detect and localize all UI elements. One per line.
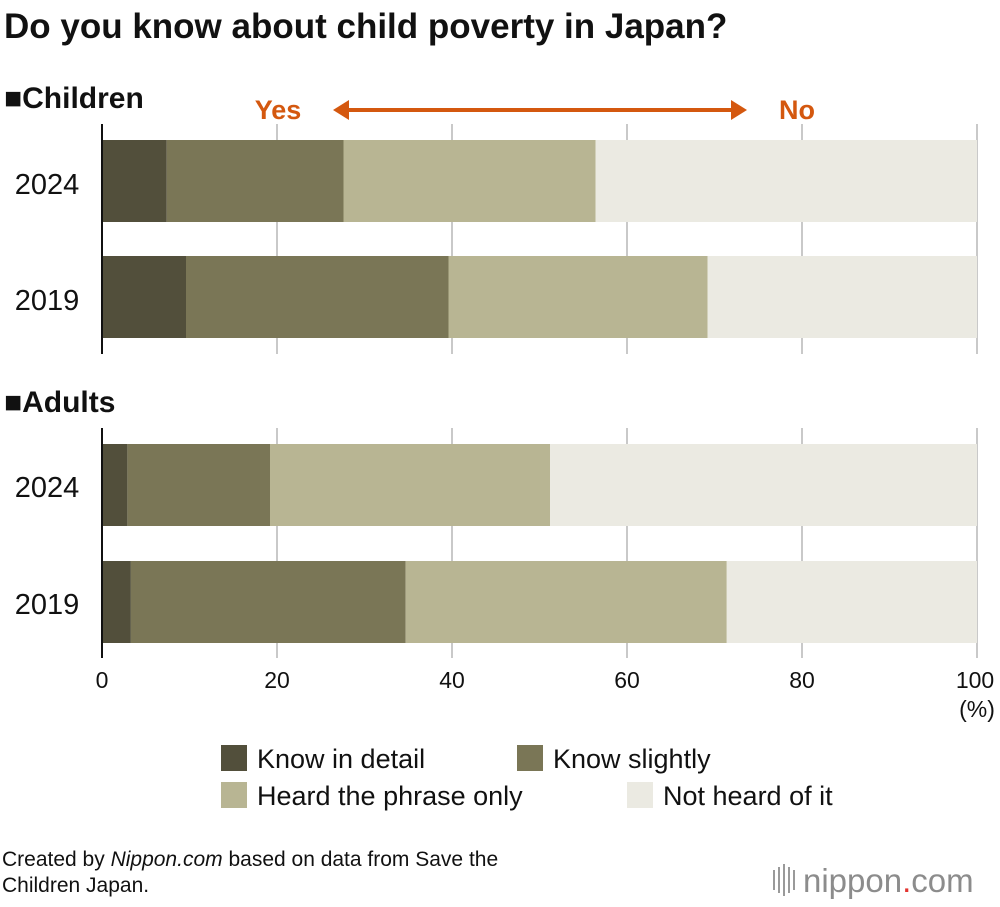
bar-children-2024-know-slightly (166, 140, 344, 222)
legend-swatch-heard-phrase-only (221, 782, 247, 808)
bar-children-2019-know-slightly (186, 256, 449, 338)
bar-children-2024-heard-the-phrase-only (343, 140, 596, 222)
source-credit-line2: Children Japan. (2, 874, 149, 897)
x-tick-label-20: 20 (264, 667, 290, 693)
bar-adults-2019-heard-the-phrase-only (405, 561, 727, 643)
annotation-no: No (779, 95, 815, 125)
x-tick-label-100: 100 (956, 667, 994, 693)
category-label-adults-2019: 2019 (15, 589, 80, 621)
x-tick-label-80: 80 (789, 667, 815, 693)
source-credit-suffix: based on data from Save the (223, 848, 499, 871)
legend-label-know-in-detail: Know in detail (257, 744, 425, 774)
bar-children-2019-heard-the-phrase-only (448, 256, 708, 338)
x-axis-unit-label: (%) (959, 696, 995, 722)
logo-text: nippon.com (803, 862, 974, 899)
logo-com: com (911, 862, 973, 899)
legend-swatch-not-heard (627, 782, 653, 808)
bars (102, 140, 977, 643)
logo-dot: . (902, 862, 911, 899)
source-credit-line1: Created by Nippon.com based on data from… (2, 848, 498, 871)
category-label-adults-2024: 2024 (15, 472, 80, 504)
annotation-yes: Yes (255, 95, 302, 125)
bar-adults-2024-know-slightly (127, 444, 270, 526)
chart-title: Do you know about child poverty in Japan… (4, 7, 727, 46)
annotation-arrow-left-head (333, 100, 349, 120)
logo-word: nippon (803, 862, 902, 899)
legend-label-not-heard: Not heard of it (663, 781, 833, 811)
legend-label-know-slightly: Know slightly (553, 744, 711, 774)
legend: Know in detail Know slightly Heard the p… (221, 744, 833, 811)
bar-adults-2019-know-slightly (130, 561, 406, 643)
yes-no-annotation: Yes No (255, 95, 815, 125)
group-title-children: ■Children (4, 82, 144, 115)
x-tick-label-60: 60 (614, 667, 640, 693)
source-credit-prefix: Created by (2, 848, 111, 871)
bar-adults-2024-not-heard-of-it (550, 444, 977, 526)
legend-label-heard-phrase-only: Heard the phrase only (257, 781, 523, 811)
x-tick-labels: 0 20 40 60 80 100 (96, 667, 995, 693)
category-labels: 2024 2019 2024 2019 (15, 169, 80, 621)
x-tick-label-40: 40 (439, 667, 465, 693)
group-title-adults: ■Adults (4, 386, 115, 419)
nippon-logo: nippon.com (773, 862, 974, 899)
annotation-arrow-right-head (731, 100, 747, 120)
bar-adults-2019-not-heard-of-it (726, 561, 977, 643)
bar-adults-2024-know-in-detail (102, 444, 128, 526)
bar-children-2019-know-in-detail (102, 256, 186, 338)
bar-children-2019-not-heard-of-it (707, 256, 977, 338)
logo-bars-icon (773, 864, 795, 896)
bar-adults-2019-know-in-detail (102, 561, 131, 643)
category-label-children-2024: 2024 (15, 169, 80, 201)
category-label-children-2019: 2019 (15, 285, 80, 317)
legend-swatch-know-in-detail (221, 745, 247, 771)
bar-children-2024-know-in-detail (102, 140, 167, 222)
source-credit-site: Nippon.com (111, 848, 223, 871)
bar-children-2024-not-heard-of-it (595, 140, 977, 222)
x-tick-label-0: 0 (96, 667, 109, 693)
legend-swatch-know-slightly (517, 745, 543, 771)
bar-adults-2024-heard-the-phrase-only (270, 444, 550, 526)
